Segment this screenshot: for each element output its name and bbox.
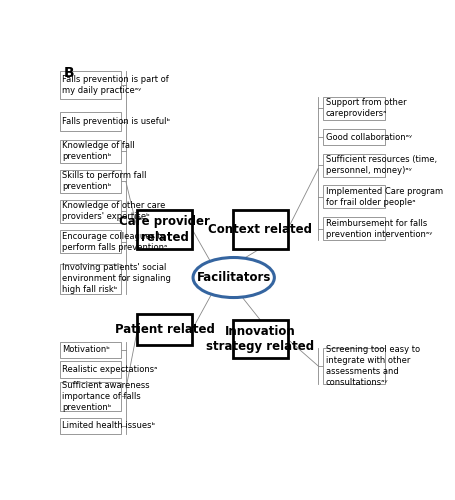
Text: Facilitators: Facilitators xyxy=(196,271,270,284)
FancyBboxPatch shape xyxy=(322,217,384,240)
FancyBboxPatch shape xyxy=(60,71,121,99)
Text: Innovation
strategy related: Innovation strategy related xyxy=(206,325,313,354)
Text: Reimbursement for falls
prevention interventionᵃʸ: Reimbursement for falls prevention inter… xyxy=(325,219,431,238)
FancyBboxPatch shape xyxy=(60,140,121,163)
Text: Falls prevention is usefulᵇ: Falls prevention is usefulᵇ xyxy=(62,117,170,126)
Text: B: B xyxy=(64,66,75,80)
FancyBboxPatch shape xyxy=(60,342,121,358)
FancyBboxPatch shape xyxy=(60,264,121,294)
Text: Sufficient resources (time,
personnel, money)ᵃʸ: Sufficient resources (time, personnel, m… xyxy=(325,155,436,175)
Text: Implemented Care program
for frail older peopleᵃ: Implemented Care program for frail older… xyxy=(325,187,442,206)
Text: Sufficient awareness
importance of falls
preventionᵇ: Sufficient awareness importance of falls… xyxy=(62,381,150,412)
Text: Falls prevention is part of
my daily practiceᵃʸ: Falls prevention is part of my daily pra… xyxy=(62,75,169,95)
Text: Knowledge of other care
providers' expertiseᵇ: Knowledge of other care providers' exper… xyxy=(62,202,166,221)
Text: Encourage colleagues to
perform falls preventionᵃ: Encourage colleagues to perform falls pr… xyxy=(62,232,167,252)
Text: Involving patients' social
environment for signaling
high fall riskᵇ: Involving patients' social environment f… xyxy=(62,264,171,294)
FancyBboxPatch shape xyxy=(137,210,192,248)
Text: Care provider
related: Care provider related xyxy=(119,215,210,244)
FancyBboxPatch shape xyxy=(322,348,384,385)
FancyBboxPatch shape xyxy=(60,362,121,378)
FancyBboxPatch shape xyxy=(60,382,121,411)
Text: Screening tool easy to
integrate with other
assessments and
consultationsᵃʸ: Screening tool easy to integrate with ot… xyxy=(325,346,419,387)
FancyBboxPatch shape xyxy=(322,128,384,146)
FancyBboxPatch shape xyxy=(322,154,384,176)
Ellipse shape xyxy=(192,258,274,298)
FancyBboxPatch shape xyxy=(60,200,121,223)
FancyBboxPatch shape xyxy=(60,418,121,434)
Text: Limited health issuesᵇ: Limited health issuesᵇ xyxy=(62,421,155,430)
Text: Knowledge of fall
preventionᵇ: Knowledge of fall preventionᵇ xyxy=(62,142,135,161)
FancyBboxPatch shape xyxy=(137,314,192,345)
Text: Context related: Context related xyxy=(208,223,312,236)
Text: Realistic expectationsᵃ: Realistic expectationsᵃ xyxy=(62,365,157,374)
FancyBboxPatch shape xyxy=(60,112,121,131)
FancyBboxPatch shape xyxy=(233,320,287,358)
FancyBboxPatch shape xyxy=(233,210,287,248)
FancyBboxPatch shape xyxy=(60,230,121,254)
Text: Support from other
careprovidersᵃ: Support from other careprovidersᵃ xyxy=(325,98,405,118)
FancyBboxPatch shape xyxy=(60,170,121,193)
Text: Patient related: Patient related xyxy=(115,323,214,336)
Text: Motivationᵇ: Motivationᵇ xyxy=(62,346,110,354)
Text: Skills to perform fall
preventionᵇ: Skills to perform fall preventionᵇ xyxy=(62,172,147,191)
Text: Good collaborationᵃʸ: Good collaborationᵃʸ xyxy=(325,132,411,141)
FancyBboxPatch shape xyxy=(322,185,384,208)
FancyBboxPatch shape xyxy=(322,96,384,120)
